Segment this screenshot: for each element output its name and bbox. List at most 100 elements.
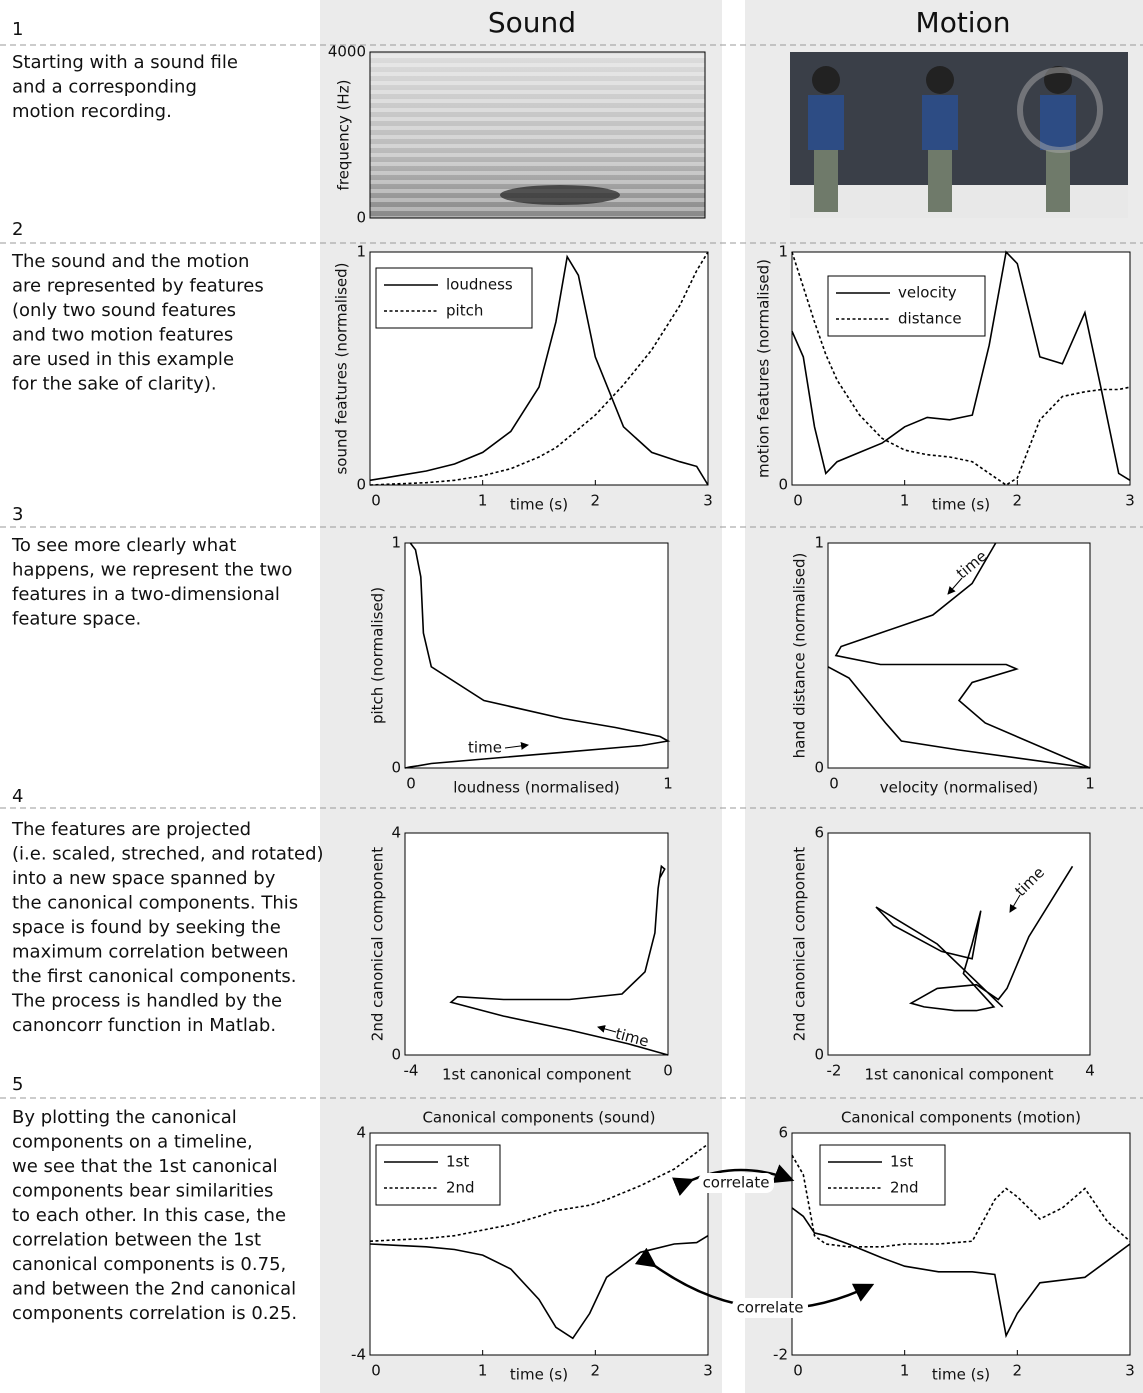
series-line xyxy=(449,864,669,1056)
y-tick-label: 0 xyxy=(391,759,401,777)
step-text: space is found by seeking the xyxy=(12,917,281,938)
step-text: motion recording. xyxy=(12,101,172,122)
x-tick-label: 1 xyxy=(900,1362,910,1380)
step-number: 4 xyxy=(12,786,23,807)
y-tick-label: 0 xyxy=(391,1046,401,1064)
y-tick-label: 1 xyxy=(778,243,788,261)
step-text: The process is handled by the xyxy=(11,991,282,1012)
series-line xyxy=(791,1154,1131,1248)
step-text: components bear similarities xyxy=(12,1181,273,1202)
y-axis-label: pitch (normalised) xyxy=(369,587,387,724)
step-text: To see more clearly what xyxy=(11,535,236,556)
plot-frame xyxy=(827,542,1091,769)
legend-label: loudness xyxy=(446,276,513,294)
series-line xyxy=(791,250,1131,481)
x-tick-label: 1 xyxy=(1085,775,1095,793)
plot-frame xyxy=(827,832,1091,1056)
step-text: we see that the 1st canonical xyxy=(12,1156,278,1177)
row-dividers xyxy=(0,44,1143,1099)
step-text: correlation between the 1st xyxy=(12,1230,261,1251)
step-text: into a new space spanned by xyxy=(12,868,276,889)
chart-title: Canonical components (motion) xyxy=(841,1109,1081,1127)
series-line xyxy=(791,251,1131,486)
step-text: features in a two-dimensional xyxy=(12,584,280,605)
step-number: 5 xyxy=(12,1074,23,1095)
series-line xyxy=(369,1235,709,1340)
y-axis-label: frequency (Hz) xyxy=(335,80,353,191)
annotation-arrow xyxy=(597,1025,617,1033)
chart: 0 1 0 1 pitch (normalised) loudness (normalis… xyxy=(369,534,673,797)
step-text: canoncorr function in Matlab. xyxy=(12,1015,276,1036)
y-tick-label: 4000 xyxy=(328,43,366,61)
y-tick-label: 0 xyxy=(814,759,824,777)
legend-label: 2nd xyxy=(446,1179,475,1197)
series-line xyxy=(369,254,709,486)
x-tick-label: 1 xyxy=(663,775,673,793)
chart: -4 4 0 1 2 3 time (s) Canonical components (sou… xyxy=(351,1109,713,1384)
x-axis-label: 1st canonical component xyxy=(864,1066,1053,1084)
legend-label: 1st xyxy=(446,1153,469,1171)
correlate-label: correlate xyxy=(737,1299,804,1317)
motion-photo xyxy=(790,52,1128,218)
y-axis-label: hand distance (normalised) xyxy=(791,553,809,759)
x-tick-label: 2 xyxy=(591,1362,601,1380)
x-tick-label: 0 xyxy=(371,492,381,510)
y-tick-label: 4 xyxy=(356,1124,366,1142)
step-number: 2 xyxy=(12,219,23,240)
x-tick-label: 3 xyxy=(703,492,713,510)
chart: 0 1 0 1 hand distance (normalised) velocity (… xyxy=(791,534,1095,797)
step-text: are used in this example xyxy=(12,349,234,370)
y-tick-label: 1 xyxy=(391,534,401,552)
series-line xyxy=(791,1207,1131,1339)
step-number: 1 xyxy=(12,19,23,40)
y-tick-label: 4 xyxy=(391,824,401,842)
step-text: for the sake of clarity). xyxy=(12,374,217,395)
series-line xyxy=(827,542,1091,769)
correlate-label-bg xyxy=(732,1298,808,1318)
x-tick-label: 0 xyxy=(793,1362,803,1380)
step-text: the canonical components. This xyxy=(12,893,298,914)
step-text: (i.e. scaled, streched, and rotated) xyxy=(12,844,324,865)
y-axis-label: motion features (normalised) xyxy=(755,259,773,478)
y-tick-label: 0 xyxy=(778,476,788,494)
plot-area xyxy=(404,832,669,1056)
annotation-arrow xyxy=(504,741,529,750)
step-text: (only two sound features xyxy=(12,300,236,321)
x-axis-label: velocity (normalised) xyxy=(880,779,1038,797)
x-tick-label: 1 xyxy=(478,492,488,510)
x-axis-label: time (s) xyxy=(510,496,568,514)
y-axis-label: 2nd canonical component xyxy=(791,847,809,1041)
x-tick-label: 0 xyxy=(663,1062,673,1080)
x-tick-label: 2 xyxy=(1013,492,1023,510)
y-axis-label: 2nd canonical component xyxy=(369,847,387,1041)
x-tick-label: -2 xyxy=(827,1062,842,1080)
x-tick-label: 0 xyxy=(406,775,416,793)
correlate-label: correlate xyxy=(703,1174,770,1192)
chart: 0 1 0 1 2 3 sound features (normalised) time (s… xyxy=(333,243,713,514)
step-text: Starting with a sound file xyxy=(12,52,238,73)
y-tick-label: 6 xyxy=(778,1124,788,1142)
y-tick-label: 1 xyxy=(356,243,366,261)
annotation: time xyxy=(468,739,502,757)
step-text: and between the 2nd canonical xyxy=(12,1279,296,1300)
x-tick-label: 0 xyxy=(829,775,839,793)
legend-label: 1st xyxy=(890,1153,913,1171)
x-tick-label: 1 xyxy=(478,1362,488,1380)
x-axis-label: time (s) xyxy=(932,1366,990,1384)
plot-area xyxy=(404,542,669,769)
legend-box xyxy=(375,1144,501,1206)
chart: 0 1 0 1 2 3 motion features (normalised) time (… xyxy=(755,243,1135,514)
step-text: feature space. xyxy=(12,609,141,630)
x-tick-label: 3 xyxy=(1125,1362,1135,1380)
annotation-arrow xyxy=(1009,894,1021,913)
plot-frame xyxy=(404,542,669,769)
step-number: 3 xyxy=(12,504,23,525)
legend-label: 2nd xyxy=(890,1179,919,1197)
x-tick-label: 3 xyxy=(1125,492,1135,510)
legend-label: distance xyxy=(898,310,962,328)
x-axis-label: time (s) xyxy=(932,496,990,514)
x-tick-label: 2 xyxy=(1013,1362,1023,1380)
step-text: By plotting the canonical xyxy=(12,1107,237,1128)
